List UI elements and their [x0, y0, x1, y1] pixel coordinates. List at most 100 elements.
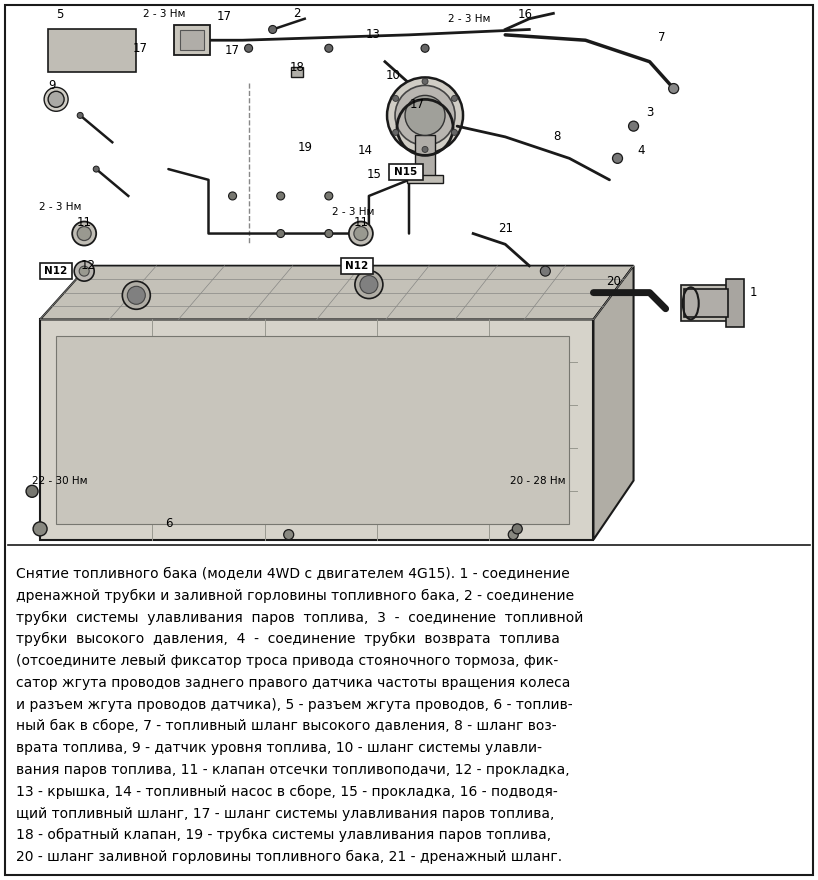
- Text: 18: 18: [290, 61, 304, 74]
- Text: 19: 19: [297, 141, 312, 154]
- Text: (отсоедините левый фиксатор троса привода стояночного тормоза, фик-: (отсоедините левый фиксатор троса привод…: [16, 654, 558, 668]
- Polygon shape: [56, 335, 569, 524]
- Polygon shape: [40, 266, 634, 319]
- Circle shape: [512, 524, 522, 534]
- Circle shape: [79, 266, 89, 276]
- Text: 7: 7: [658, 31, 665, 44]
- Text: 6: 6: [164, 517, 172, 530]
- Bar: [290, 68, 303, 77]
- Circle shape: [77, 113, 83, 119]
- Circle shape: [613, 153, 622, 164]
- Circle shape: [452, 129, 457, 136]
- Text: 17: 17: [410, 99, 425, 111]
- Bar: [726, 279, 744, 327]
- Bar: [40, 263, 72, 279]
- Circle shape: [268, 26, 276, 33]
- Text: 8: 8: [554, 130, 561, 143]
- Circle shape: [354, 226, 368, 240]
- Circle shape: [284, 530, 294, 539]
- Circle shape: [74, 261, 94, 281]
- Text: 11: 11: [77, 216, 92, 230]
- Circle shape: [405, 95, 445, 136]
- Text: 20 - шланг заливной горловины топливного бака, 21 - дренажный шланг.: 20 - шланг заливной горловины топливного…: [16, 850, 562, 864]
- Circle shape: [508, 530, 519, 539]
- Text: N15: N15: [394, 167, 417, 177]
- Circle shape: [395, 85, 455, 145]
- Bar: [174, 26, 210, 55]
- Text: 11: 11: [353, 216, 368, 230]
- Text: N12: N12: [44, 266, 68, 276]
- Text: 12: 12: [81, 260, 96, 272]
- Circle shape: [422, 146, 428, 152]
- Text: 16: 16: [518, 8, 533, 21]
- Text: 20: 20: [606, 275, 621, 289]
- Text: трубки  высокого  давления,  4  -  соединение  трубки  возврата  топлива: трубки высокого давления, 4 - соединение…: [16, 632, 560, 646]
- Text: 2 - 3 Нм: 2 - 3 Нм: [448, 14, 490, 24]
- Circle shape: [228, 192, 236, 200]
- Circle shape: [123, 282, 151, 309]
- Text: сатор жгута проводов заднего правого датчика частоты вращения колеса: сатор жгута проводов заднего правого дат…: [16, 676, 570, 690]
- Text: 5: 5: [56, 8, 64, 21]
- Bar: [181, 30, 204, 50]
- Circle shape: [349, 222, 373, 246]
- Circle shape: [325, 44, 333, 52]
- Text: 4: 4: [638, 143, 645, 157]
- Circle shape: [668, 84, 679, 93]
- Circle shape: [452, 95, 457, 101]
- Text: N12: N12: [345, 260, 368, 271]
- Circle shape: [276, 230, 285, 238]
- Circle shape: [33, 522, 47, 536]
- Bar: [415, 136, 435, 180]
- Text: 22 - 30 Нм: 22 - 30 Нм: [33, 475, 88, 486]
- Text: 20 - 28 Нм: 20 - 28 Нм: [510, 475, 565, 486]
- Circle shape: [393, 95, 398, 101]
- Polygon shape: [594, 266, 634, 539]
- Bar: [681, 285, 730, 321]
- Polygon shape: [40, 319, 594, 539]
- Circle shape: [422, 78, 428, 84]
- Text: 10: 10: [385, 69, 400, 82]
- Circle shape: [26, 485, 38, 497]
- Circle shape: [245, 44, 253, 52]
- Bar: [684, 290, 728, 318]
- Text: ный бак в сборе, 7 - топливный шланг высокого давления, 8 - шланг воз-: ный бак в сборе, 7 - топливный шланг выс…: [16, 719, 556, 733]
- Bar: [389, 164, 423, 180]
- Text: 17: 17: [217, 10, 232, 23]
- Circle shape: [421, 44, 429, 52]
- Text: дренажной трубки и заливной горловины топливного бака, 2 - соединение: дренажной трубки и заливной горловины то…: [16, 589, 574, 603]
- Text: 9: 9: [48, 79, 56, 92]
- Circle shape: [276, 192, 285, 200]
- Circle shape: [77, 226, 91, 240]
- Text: щий топливный шланг, 17 - шланг системы улавливания паров топлива,: щий топливный шланг, 17 - шланг системы …: [16, 807, 555, 820]
- Text: Снятие топливного бака (модели 4WD с двигателем 4G15). 1 - соединение: Снятие топливного бака (модели 4WD с дви…: [16, 567, 570, 581]
- Text: 2: 2: [293, 7, 300, 20]
- Circle shape: [387, 77, 463, 153]
- Circle shape: [541, 266, 551, 276]
- Text: 13: 13: [366, 28, 380, 41]
- Circle shape: [325, 192, 333, 200]
- Circle shape: [93, 166, 99, 172]
- Circle shape: [628, 121, 639, 131]
- Circle shape: [72, 222, 97, 246]
- Text: 15: 15: [367, 168, 382, 181]
- Circle shape: [355, 270, 383, 298]
- Text: трубки  системы  улавливания  паров  топлива,  3  -  соединение  топливной: трубки системы улавливания паров топлива…: [16, 611, 583, 625]
- Text: вания паров топлива, 11 - клапан отсечки топливоподачи, 12 - прокладка,: вания паров топлива, 11 - клапан отсечки…: [16, 763, 569, 777]
- Text: 14: 14: [357, 143, 372, 157]
- Circle shape: [325, 230, 333, 238]
- Text: 1: 1: [750, 286, 757, 299]
- Text: 18 - обратный клапан, 19 - трубка системы улавливания паров топлива,: 18 - обратный клапан, 19 - трубка систем…: [16, 828, 551, 842]
- Text: 2 - 3 Нм: 2 - 3 Нм: [331, 207, 374, 217]
- Text: 2 - 3 Нм: 2 - 3 Нм: [39, 202, 81, 212]
- Text: 17: 17: [225, 45, 240, 57]
- Circle shape: [44, 87, 68, 111]
- Circle shape: [393, 129, 398, 136]
- Circle shape: [360, 275, 378, 294]
- Polygon shape: [48, 29, 137, 72]
- Text: 17: 17: [133, 41, 148, 55]
- Text: и разъем жгута проводов датчика), 5 - разъем жгута проводов, 6 - топлив-: и разъем жгута проводов датчика), 5 - ра…: [16, 698, 573, 712]
- Text: 13 - крышка, 14 - топливный насос в сборе, 15 - прокладка, 16 - подводя-: 13 - крышка, 14 - топливный насос в сбор…: [16, 785, 558, 799]
- Text: 2 - 3 Нм: 2 - 3 Нм: [143, 10, 186, 19]
- Circle shape: [48, 92, 64, 107]
- Text: врата топлива, 9 - датчик уровня топлива, 10 - шланг системы улавли-: врата топлива, 9 - датчик уровня топлива…: [16, 741, 542, 755]
